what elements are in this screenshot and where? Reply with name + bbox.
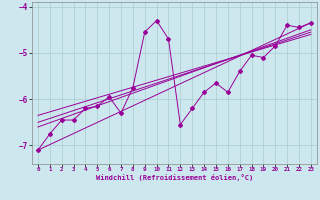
X-axis label: Windchill (Refroidissement éolien,°C): Windchill (Refroidissement éolien,°C) — [96, 174, 253, 181]
